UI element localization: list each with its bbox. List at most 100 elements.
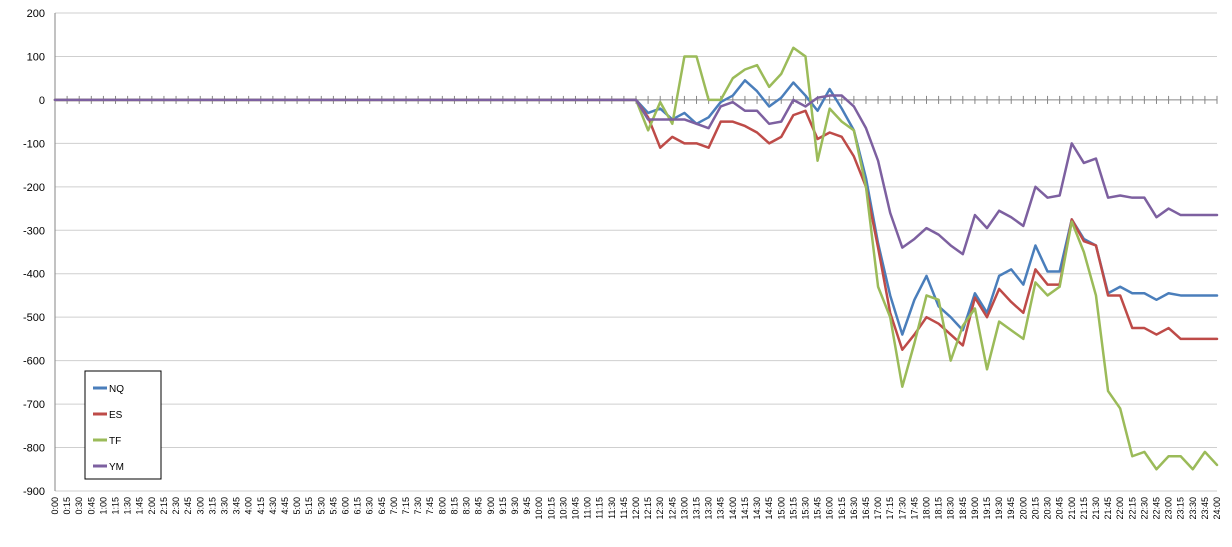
x-tick-label: 11:15 — [595, 497, 605, 519]
x-tick-label: 22:30 — [1139, 497, 1149, 520]
x-tick-label: 10:30 — [558, 497, 568, 520]
x-tick-label: 4:15 — [256, 497, 266, 515]
legend-label-nq: NQ — [109, 384, 124, 395]
x-tick-label: 0:15 — [62, 497, 72, 515]
x-tick-label: 16:30 — [849, 497, 859, 520]
x-tick-label: 19:45 — [1006, 497, 1016, 520]
x-tick-label: 11:45 — [619, 497, 629, 519]
x-tick-label: 12:45 — [667, 497, 677, 520]
y-tick-label: -700 — [23, 399, 45, 411]
x-tick-label: 14:00 — [728, 497, 738, 520]
x-tick-label: 19:00 — [970, 497, 980, 520]
x-tick-label: 0:30 — [74, 497, 84, 515]
x-tick-label: 24:00 — [1212, 497, 1222, 520]
x-tick-label: 0:45 — [86, 497, 96, 515]
x-tick-label: 2:00 — [147, 497, 157, 515]
y-tick-label: -400 — [23, 269, 45, 281]
x-tick-label: 12:15 — [643, 497, 653, 520]
axes: 200 100 0 -100 -200 -300 -400 -500 -600 -700 -800 -… — [23, 8, 1222, 520]
series-line-es — [53, 98, 1219, 352]
y-tick-label: 0 — [39, 95, 45, 107]
x-tick-label: 16:45 — [861, 497, 871, 520]
x-tick-label: 21:00 — [1067, 497, 1077, 520]
x-tick-label: 6:30 — [365, 497, 375, 515]
x-tick-label: 16:00 — [825, 497, 835, 520]
x-tick-label: 20:45 — [1055, 497, 1065, 520]
x-tick-label: 1:30 — [123, 497, 133, 515]
x-tick-label: 19:15 — [982, 497, 992, 520]
x-tick-label: 5:00 — [292, 497, 302, 515]
x-tick-label: 23:45 — [1200, 497, 1210, 520]
x-tick-label: 18:15 — [934, 497, 944, 520]
x-tick-label: 18:30 — [946, 497, 956, 520]
y-tick-label: -300 — [23, 225, 45, 237]
y-tick-label: -500 — [23, 312, 45, 324]
x-tick-label: 8:30 — [462, 497, 472, 515]
x-tick-label: 9:00 — [486, 497, 496, 515]
x-tick-label: 12:30 — [655, 497, 665, 520]
legend-label-es: ES — [109, 410, 123, 421]
x-tick-label: 20:00 — [1018, 497, 1028, 520]
x-tick-label: 8:15 — [449, 497, 459, 515]
x-tick-label: 9:30 — [510, 497, 520, 515]
x-tick-label: 21:15 — [1079, 497, 1089, 520]
x-tick-label: 1:45 — [135, 497, 145, 515]
y-tick-label: -200 — [23, 182, 45, 194]
y-tick-label: -800 — [23, 443, 45, 455]
x-tick-label: 6:00 — [341, 497, 351, 515]
x-tick-label: 10:45 — [570, 497, 580, 520]
x-tick-label: 16:15 — [837, 497, 847, 520]
x-tick-label: 19:30 — [994, 497, 1004, 520]
x-tick-label: 7:30 — [413, 497, 423, 515]
x-tick-label: 6:45 — [377, 497, 387, 515]
x-tick-label: 17:30 — [897, 497, 907, 520]
x-tick-label: 15:45 — [813, 497, 823, 520]
legend: NQ ES TF YM — [84, 370, 162, 480]
x-tick-label: 15:30 — [800, 497, 810, 520]
series-lines — [53, 46, 1219, 471]
x-tick-label: 2:45 — [183, 497, 193, 515]
x-tick-label: 21:30 — [1091, 497, 1101, 520]
x-tick-label: 18:45 — [958, 497, 968, 520]
y-tick-label: 200 — [27, 8, 45, 20]
series-line-nq — [53, 79, 1219, 336]
x-tick-label: 22:00 — [1115, 497, 1125, 520]
x-tick-label: 3:30 — [219, 497, 229, 515]
x-tick-label: 2:15 — [159, 497, 169, 515]
x-tick-label: 13:00 — [679, 497, 689, 520]
x-tick-label: 2:30 — [171, 497, 181, 515]
x-tick-label: 1:00 — [98, 497, 108, 515]
y-tick-label: -600 — [23, 356, 45, 368]
x-tick-label: 23:15 — [1176, 497, 1186, 520]
x-tick-label: 17:15 — [885, 497, 895, 520]
x-tick-label: 8:00 — [437, 497, 447, 515]
x-tick-label: 13:15 — [692, 497, 702, 520]
x-tick-label: 3:15 — [207, 497, 217, 515]
x-tick-label: 4:45 — [280, 497, 290, 515]
x-tick-label: 0:00 — [50, 497, 60, 515]
x-tick-label: 18:00 — [922, 497, 932, 520]
x-tick-label: 4:00 — [244, 497, 254, 515]
x-tick-label: 13:45 — [716, 497, 726, 520]
x-tick-label: 15:15 — [788, 497, 798, 520]
y-tick-label: -900 — [23, 486, 45, 498]
x-tick-label: 10:15 — [546, 497, 556, 520]
x-tick-label: 12:00 — [631, 497, 641, 520]
x-tick-label: 7:15 — [401, 497, 411, 515]
gridlines — [55, 12, 1217, 492]
y-tick-label: 100 — [27, 51, 45, 63]
x-tick-label: 5:45 — [328, 497, 338, 515]
series-line-ym — [53, 94, 1219, 256]
x-tick-label: 5:15 — [304, 497, 314, 515]
x-tick-label: 8:45 — [474, 497, 484, 515]
legend-label-ym: YM — [109, 462, 124, 473]
x-tick-label: 6:15 — [353, 497, 363, 515]
x-tick-label: 17:00 — [873, 497, 883, 520]
x-tick-label: 10:00 — [534, 497, 544, 520]
x-tick-label: 20:30 — [1043, 497, 1053, 520]
x-tick-label: 11:30 — [607, 497, 617, 519]
x-tick-label: 15:00 — [776, 497, 786, 520]
x-tick-label: 22:15 — [1127, 497, 1137, 520]
x-tick-label: 7:00 — [389, 497, 399, 515]
